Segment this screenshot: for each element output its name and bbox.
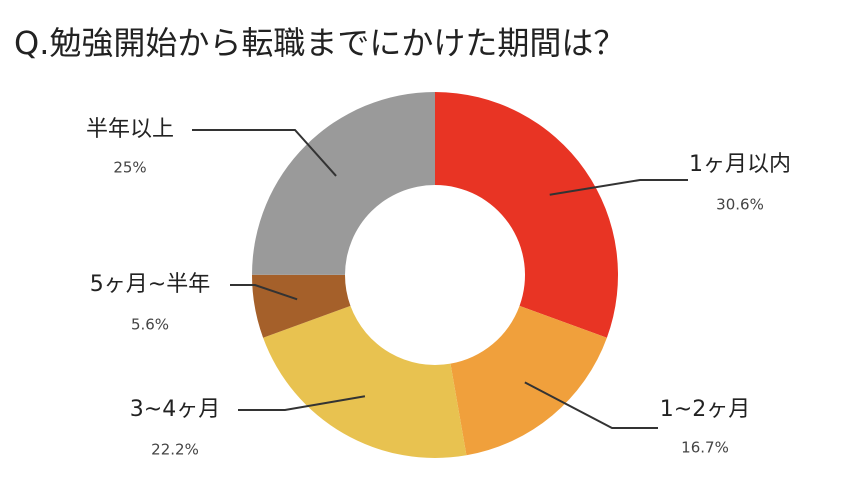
slice-label: 1ヶ月以内: [689, 152, 791, 177]
slice-percent: 25%: [113, 159, 146, 177]
chart-title: Q.勉強開始から転職までにかけた期間は？: [14, 24, 625, 62]
leader-line: [192, 129, 337, 177]
slice-label: 1~2ヶ月: [660, 397, 750, 422]
slice-percent: 16.7%: [681, 439, 729, 457]
slice-label: 5ヶ月~半年: [90, 272, 210, 297]
donut-slice: [450, 305, 607, 456]
leader-line: [524, 381, 658, 429]
donut-slice: [435, 92, 619, 338]
donut-slice: [252, 92, 435, 275]
leader-line: [230, 284, 298, 301]
slice-percent: 5.6%: [131, 316, 169, 334]
slice-label: 3~4ヶ月: [130, 397, 220, 422]
slice-label: 半年以上: [86, 117, 174, 142]
leader-line: [238, 395, 366, 411]
donut-slice: [263, 305, 467, 458]
leader-line: [549, 179, 688, 196]
slice-percent: 22.2%: [151, 441, 199, 459]
donut-slice: [252, 274, 351, 338]
slice-percent: 30.6%: [716, 196, 764, 214]
